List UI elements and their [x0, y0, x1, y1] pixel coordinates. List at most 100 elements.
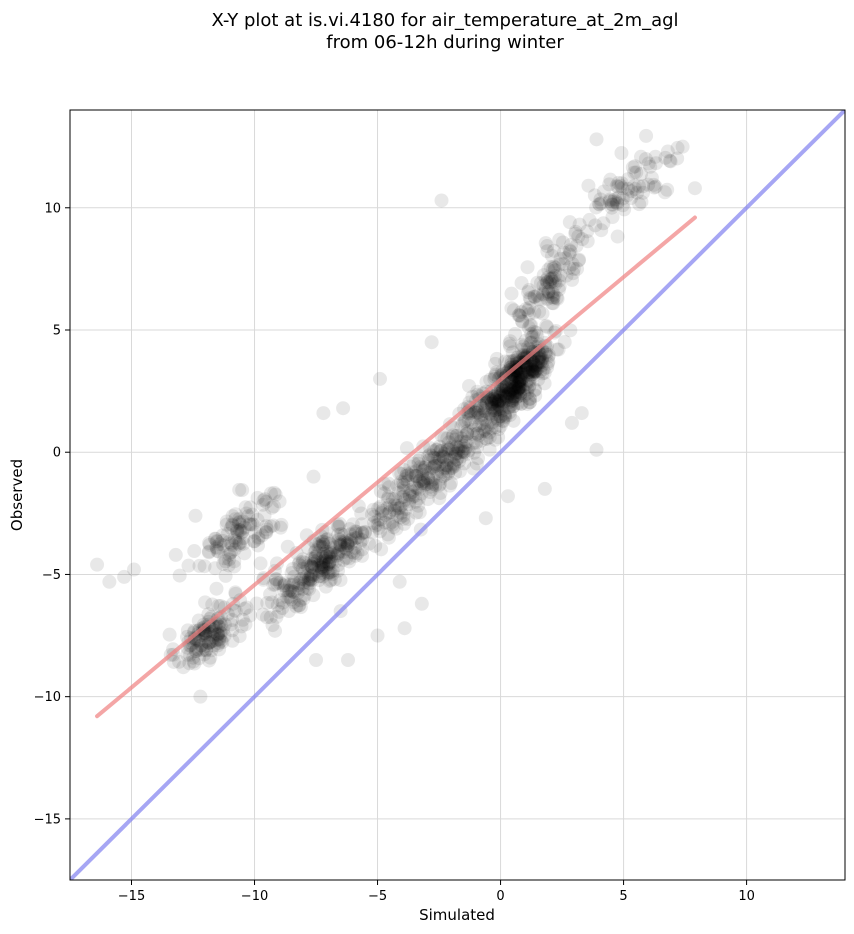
- scatter-point: [589, 132, 604, 147]
- scatter-point: [238, 500, 253, 515]
- scatter-point: [505, 394, 520, 409]
- scatter-point: [417, 478, 432, 493]
- scatter-point: [541, 285, 556, 300]
- y-tick-label: 10: [44, 201, 61, 216]
- scatter-point: [387, 501, 402, 516]
- scatter-point: [528, 363, 543, 378]
- scatter-point: [409, 480, 424, 495]
- scatter-point: [537, 346, 552, 361]
- scatter-point: [569, 238, 584, 253]
- scatter-point: [670, 151, 685, 166]
- scatter-point: [524, 361, 539, 376]
- scatter-point: [527, 365, 542, 380]
- scatter-point: [563, 244, 578, 259]
- scatter-point: [562, 215, 577, 230]
- scatter-point: [411, 453, 426, 468]
- scatter-point: [315, 569, 330, 584]
- scatter-point: [440, 442, 455, 457]
- scatter-point: [537, 376, 552, 391]
- scatter-point: [446, 456, 461, 471]
- scatter-point: [449, 439, 464, 454]
- scatter-point: [527, 383, 542, 398]
- scatter-point: [611, 179, 626, 194]
- scatter-point: [508, 377, 523, 392]
- scatter-point: [615, 181, 630, 196]
- scatter-point: [628, 182, 643, 197]
- scatter-point: [448, 447, 463, 462]
- scatter-point: [527, 305, 542, 320]
- scatter-point: [257, 508, 272, 523]
- scatter-point: [395, 475, 410, 490]
- scatter-point: [402, 488, 417, 503]
- scatter-point: [208, 561, 223, 576]
- scatter-point: [440, 440, 455, 455]
- scatter-point: [232, 482, 247, 497]
- scatter-point: [532, 351, 547, 366]
- scatter-point: [525, 363, 540, 378]
- scatter-point: [437, 446, 452, 461]
- scatter-point: [492, 370, 507, 385]
- scatter-point: [322, 554, 337, 569]
- scatter-point: [592, 197, 607, 212]
- scatter-point: [350, 530, 365, 545]
- scatter-point: [223, 545, 238, 560]
- scatter-point: [400, 466, 415, 481]
- scatter-point: [461, 443, 476, 458]
- scatter-point: [508, 385, 523, 400]
- scatter-point: [367, 515, 382, 530]
- scatter-point: [317, 562, 332, 577]
- scatter-point: [510, 367, 525, 382]
- scatter-point: [264, 500, 279, 515]
- scatter-point: [483, 392, 498, 407]
- scatter-point: [304, 568, 319, 583]
- scatter-point: [596, 184, 611, 199]
- scatter-point: [538, 345, 553, 360]
- scatter-point: [342, 551, 357, 566]
- scatter-point: [456, 416, 471, 431]
- scatter-point: [342, 522, 357, 537]
- scatter-point: [321, 556, 336, 571]
- scatter-point: [470, 405, 485, 420]
- scatter-point: [438, 467, 453, 482]
- scatter-point: [343, 527, 358, 542]
- scatter-point: [484, 400, 499, 415]
- scatter-point: [562, 243, 577, 258]
- scatter-point: [277, 576, 292, 591]
- scatter-point: [266, 518, 281, 533]
- scatter-point: [451, 443, 466, 458]
- scatter-point: [538, 236, 553, 251]
- scatter-point: [543, 276, 558, 291]
- scatter-point: [539, 273, 554, 288]
- scatter-point: [197, 647, 212, 662]
- scatter-point: [513, 369, 528, 384]
- scatter-point: [498, 354, 513, 369]
- scatter-point: [501, 386, 516, 401]
- scatter-point: [318, 553, 333, 568]
- scatter-point: [610, 229, 625, 244]
- scatter-point: [337, 528, 352, 543]
- scatter-point: [524, 359, 539, 374]
- scatter-point: [506, 386, 521, 401]
- scatter-point: [520, 340, 535, 355]
- scatter-point: [487, 392, 502, 407]
- scatter-point: [228, 512, 243, 527]
- scatter-point: [353, 535, 368, 550]
- scatter-point: [319, 549, 334, 564]
- scatter-point: [498, 389, 513, 404]
- scatter-point: [509, 389, 524, 404]
- scatter-point: [424, 480, 439, 495]
- plot-area-frame: [69, 109, 846, 881]
- scatter-point: [439, 452, 454, 467]
- scatter-point: [411, 498, 426, 513]
- scatter-point: [502, 405, 517, 420]
- scatter-point: [497, 388, 512, 403]
- scatter-point: [380, 527, 395, 542]
- scatter-point: [227, 530, 242, 545]
- scatter-point: [524, 327, 539, 342]
- scatter-point: [522, 300, 537, 315]
- scatter-point: [454, 444, 469, 459]
- scatter-point: [589, 442, 604, 457]
- scatter-point: [325, 544, 340, 559]
- scatter-point: [505, 390, 520, 405]
- chart-title: X-Y plot at is.vi.4180 for air_temperatu…: [211, 10, 678, 53]
